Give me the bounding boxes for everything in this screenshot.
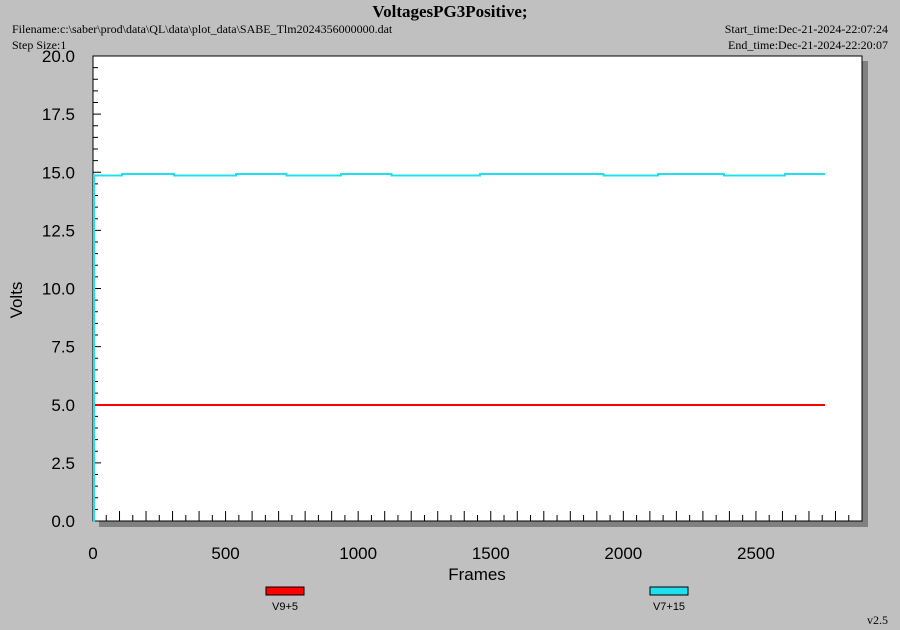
start-time-label: Start_time:Dec-21-2024-22:07:24 bbox=[724, 22, 888, 36]
y-tick-label: 0.0 bbox=[51, 512, 75, 531]
version-label: v2.5 bbox=[867, 613, 888, 627]
x-tick-label: 500 bbox=[211, 544, 239, 563]
legend-label: V9+5 bbox=[272, 601, 298, 613]
x-tick-label: 2000 bbox=[604, 544, 642, 563]
legend-swatch bbox=[649, 586, 689, 596]
series-line-v7-15 bbox=[92, 173, 825, 522]
y-tick-label: 2.5 bbox=[51, 454, 75, 473]
step-size-label: Step Size:1 bbox=[12, 38, 67, 52]
y-tick-label: 17.5 bbox=[42, 105, 75, 124]
x-axis-ticks: 0 500 1000 1500 2000 2500 bbox=[88, 511, 850, 563]
y-axis-ticks: 0.0 2.5 5.0 7.5 10.0 12.5 15.0 17.5 20.0 bbox=[42, 47, 101, 531]
chart-title: VoltagesPG3Positive; bbox=[372, 2, 528, 21]
y-tick-label: 20.0 bbox=[42, 47, 75, 66]
x-tick-label: 0 bbox=[88, 544, 97, 563]
x-tick-label: 2500 bbox=[737, 544, 775, 563]
series-layer bbox=[92, 173, 825, 522]
legend-label: V7+15 bbox=[653, 601, 685, 613]
y-tick-label: 7.5 bbox=[51, 338, 75, 357]
legend: V9+5 V7+15 bbox=[265, 586, 689, 613]
y-tick-label: 12.5 bbox=[42, 221, 75, 240]
end-time-label: End_time:Dec-21-2024-22:20:07 bbox=[728, 38, 888, 52]
y-tick-label: 5.0 bbox=[51, 396, 75, 415]
x-tick-label: 1500 bbox=[472, 544, 510, 563]
filename-label: Filename:c:\saber\prod\data\QL\data\plot… bbox=[12, 22, 393, 36]
y-tick-label: 10.0 bbox=[42, 280, 75, 299]
legend-swatch bbox=[265, 586, 305, 596]
y-axis-label: Volts bbox=[7, 282, 26, 319]
plot-area bbox=[92, 55, 863, 522]
y-tick-label: 15.0 bbox=[42, 163, 75, 182]
x-axis-label: Frames bbox=[448, 565, 506, 584]
x-tick-label: 1000 bbox=[339, 544, 377, 563]
